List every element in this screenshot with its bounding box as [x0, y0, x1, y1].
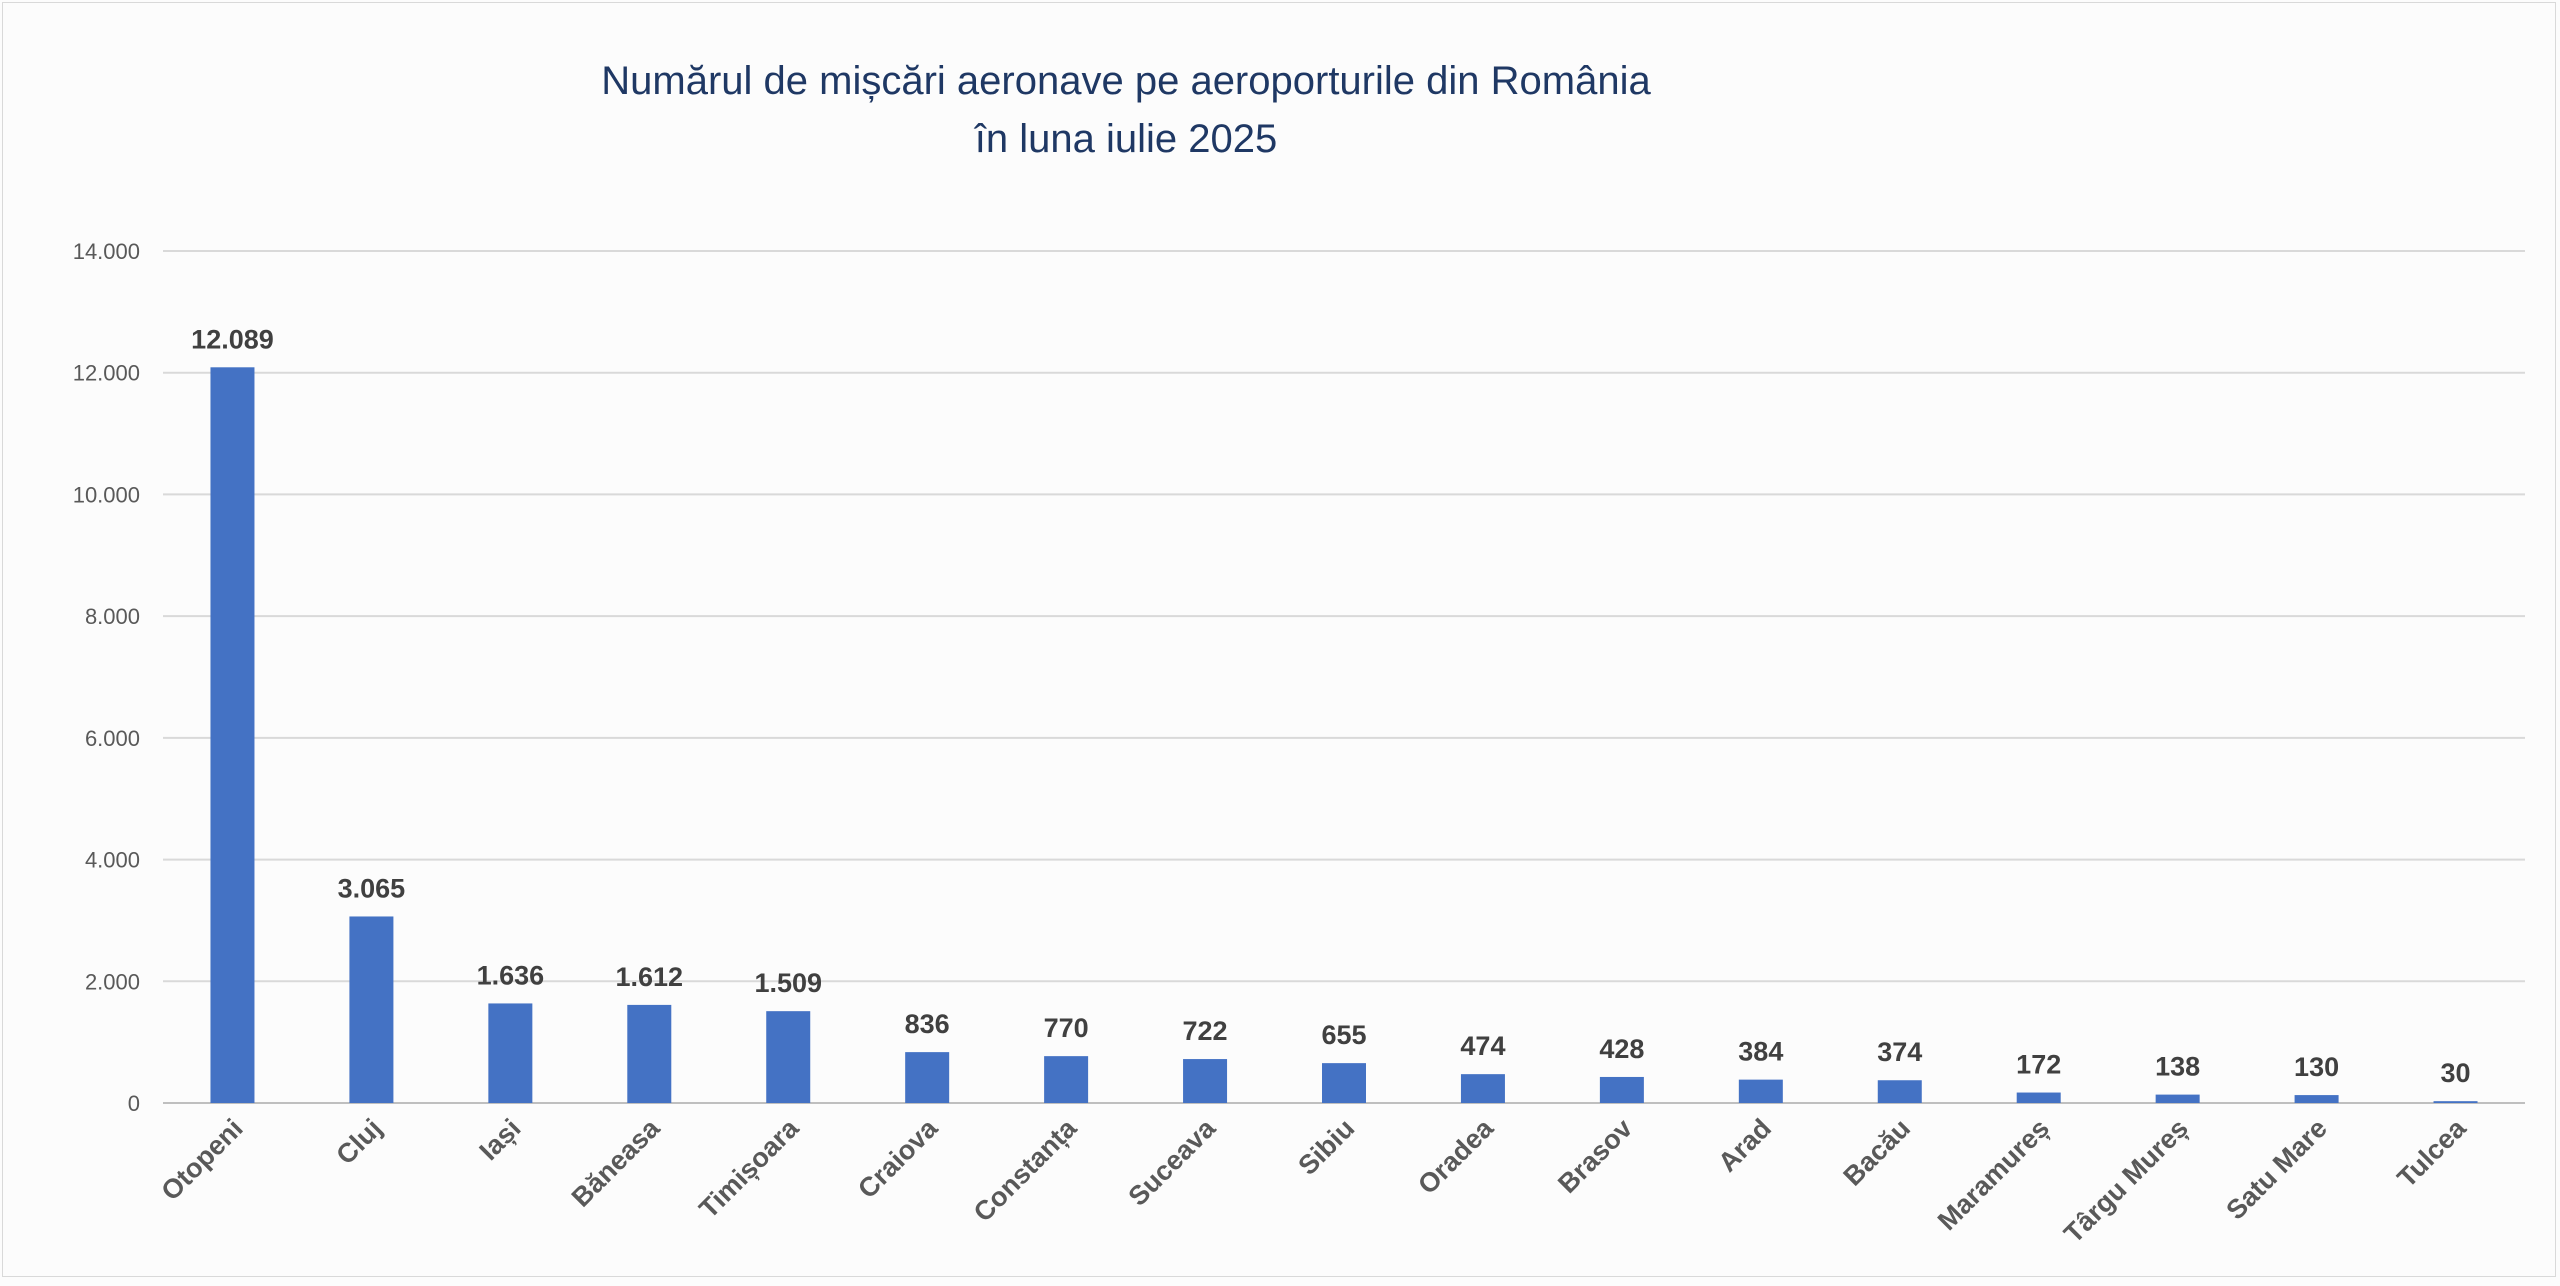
- data-label: 1.509: [754, 968, 822, 998]
- bar: [1183, 1059, 1228, 1103]
- bar: [905, 1052, 950, 1103]
- data-label: 428: [1599, 1034, 1644, 1064]
- bar: [766, 1011, 811, 1103]
- bar: [1599, 1076, 1644, 1103]
- y-axis: 0 2.000 4.000 6.000 8.000 10.000 12.000 14.000: [73, 239, 140, 1116]
- bar: [1738, 1079, 1783, 1103]
- data-label: 12.089: [191, 324, 274, 354]
- bar: [627, 1004, 672, 1103]
- bar: [349, 916, 394, 1103]
- y-tick-label: 6.000: [85, 726, 140, 751]
- bar: [1044, 1056, 1089, 1103]
- y-tick-label: 10.000: [73, 482, 140, 507]
- data-label: 172: [2016, 1050, 2061, 1080]
- data-label: 836: [905, 1009, 950, 1039]
- chart-title-line2: în luna iulie 2025: [974, 117, 1277, 161]
- bar: [488, 1003, 533, 1103]
- chart-title-line1: Numărul de mișcări aeronave pe aeroportu…: [601, 59, 1651, 103]
- data-label: 384: [1738, 1037, 1783, 1067]
- bar: [2016, 1092, 2061, 1103]
- data-label: 722: [1183, 1016, 1228, 1046]
- data-label: 770: [1044, 1013, 1089, 1043]
- y-tick-label: 0: [128, 1091, 140, 1116]
- y-tick-label: 2.000: [85, 969, 140, 994]
- y-tick-label: 12.000: [73, 361, 140, 386]
- data-label: 474: [1460, 1031, 1505, 1061]
- data-label: 138: [2155, 1052, 2200, 1082]
- data-label: 374: [1877, 1037, 1922, 1067]
- data-label: 130: [2294, 1052, 2339, 1082]
- bar: [1877, 1080, 1922, 1103]
- bar: [1322, 1063, 1366, 1103]
- bars: [210, 367, 2478, 1104]
- bar: [2155, 1094, 2200, 1103]
- bar: [1460, 1074, 1505, 1103]
- bar: [2433, 1101, 2478, 1103]
- y-tick-label: 8.000: [85, 604, 140, 629]
- bar: [210, 367, 255, 1104]
- bar: [2294, 1095, 2339, 1103]
- data-labels: 12.089 3.065 1.636 1.612 1.509 836 770 722 655 47…: [191, 324, 2470, 1088]
- data-label: 30: [2441, 1058, 2471, 1088]
- data-label: 1.636: [477, 960, 545, 990]
- data-label: 655: [1321, 1020, 1366, 1050]
- gridlines: [163, 250, 2525, 1104]
- y-tick-label: 4.000: [85, 848, 140, 873]
- data-label: 1.612: [616, 962, 684, 992]
- data-label: 3.065: [338, 873, 406, 903]
- y-tick-label: 14.000: [73, 239, 140, 264]
